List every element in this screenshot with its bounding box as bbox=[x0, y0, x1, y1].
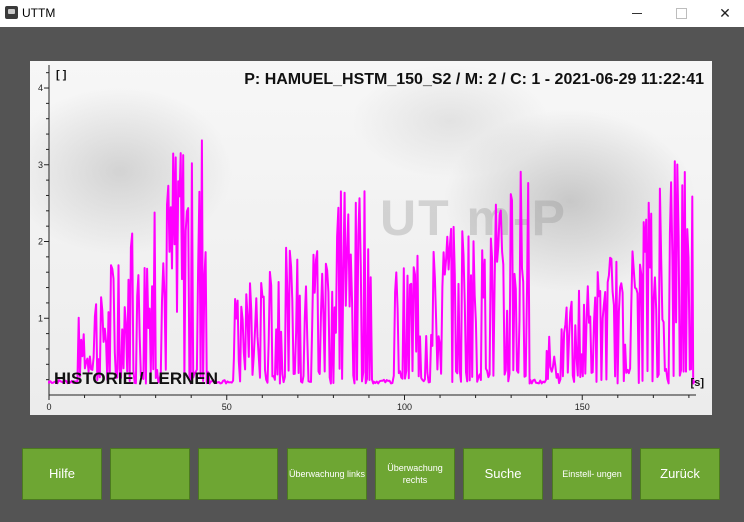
chart-title: P: HAMUEL_HSTM_150_S2 / M: 2 / C: 1 - 20… bbox=[244, 71, 704, 88]
help-button-label: Hilfe bbox=[48, 466, 75, 481]
function-key-bar: Hilfe Überwachung links Überwachung rech… bbox=[22, 448, 722, 500]
search-button-label: Suche bbox=[484, 466, 522, 481]
search-button[interactable]: Suche bbox=[463, 448, 543, 500]
settings-button-label: Einstell- ungen bbox=[562, 469, 622, 479]
monitor-right-button[interactable]: Überwachung rechts bbox=[375, 448, 455, 500]
monitor-left-button[interactable]: Überwachung links bbox=[287, 448, 367, 500]
back-button[interactable]: Zurück bbox=[640, 448, 720, 500]
x-tick-label: 100 bbox=[397, 402, 412, 412]
y-tick-label: 4 bbox=[38, 83, 43, 93]
monitor-right-label: Überwachung rechts bbox=[387, 463, 443, 485]
minimize-icon bbox=[632, 13, 642, 14]
blank-button-2[interactable] bbox=[198, 448, 278, 500]
y-tick-label: 1 bbox=[38, 313, 43, 323]
maximize-icon bbox=[675, 8, 687, 19]
x-axis-unit: [s] bbox=[690, 377, 704, 389]
x-tick-label: 0 bbox=[46, 402, 51, 412]
close-button[interactable]: ✕ bbox=[702, 0, 744, 27]
blank-button-1[interactable] bbox=[110, 448, 190, 500]
minimize-button[interactable] bbox=[614, 0, 660, 27]
app-icon bbox=[5, 6, 18, 19]
signal-series-line bbox=[48, 139, 696, 385]
mode-label: HISTORIE / LERNEN bbox=[54, 369, 219, 388]
y-tick-label: 3 bbox=[38, 160, 43, 170]
monitor-left-label: Überwachung links bbox=[288, 469, 366, 479]
back-button-label: Zurück bbox=[660, 466, 700, 481]
maximize-button[interactable] bbox=[658, 0, 704, 27]
settings-button[interactable]: Einstell- ungen bbox=[552, 448, 632, 500]
x-tick-label: 150 bbox=[575, 402, 590, 412]
y-tick-label: 2 bbox=[38, 237, 43, 247]
x-tick-label: 50 bbox=[222, 402, 232, 412]
title-bar: UTTM ✕ bbox=[0, 0, 744, 27]
line-chart: 0 50 100 150 1 2 3 4 bbox=[38, 65, 696, 412]
help-button[interactable]: Hilfe bbox=[22, 448, 102, 500]
window-title: UTTM bbox=[22, 6, 56, 20]
y-axis-unit: [ ] bbox=[56, 69, 67, 81]
chart-panel: UT m-P 0 50 100 150 1 2 3 4 [ ] P: HAMUEL_HSTM_… bbox=[30, 61, 712, 415]
watermark: UT m-P bbox=[380, 190, 567, 246]
close-icon: ✕ bbox=[719, 5, 731, 21]
